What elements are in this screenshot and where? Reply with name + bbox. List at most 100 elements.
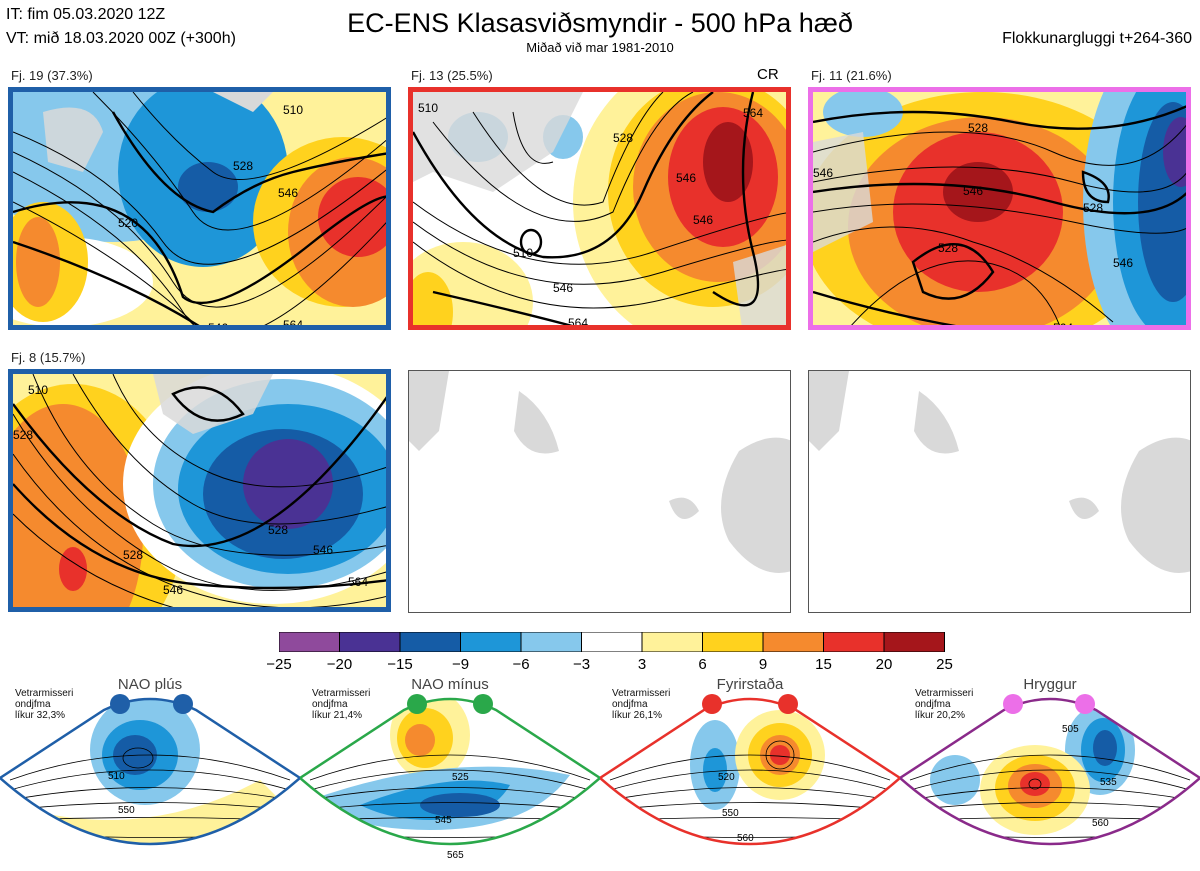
regime-marker-dot [173, 694, 193, 714]
regime-marker-dot [1075, 694, 1095, 714]
regime-stat-line: ondjfma [612, 699, 648, 710]
contour-label: 510 [108, 771, 125, 782]
page-title: EC-ENS Klasasviðsmyndir - 500 hPa hæð [347, 8, 853, 38]
contour-label: 528 [13, 428, 33, 442]
colorbar-swatch [581, 632, 643, 652]
regime-map-nao-minus: 525 545 565 [300, 694, 600, 861]
contour-label: 510 [513, 246, 533, 260]
cluster-map-3: 528 546 528 546 528 546 564 [808, 87, 1191, 330]
contour-label: 564 [283, 318, 303, 330]
contour-label: 546 [693, 213, 713, 227]
regime-stat-line: Vetrarmisseri [15, 688, 74, 699]
colorbar-tick-label: −6 [512, 656, 530, 673]
contour-label: 510 [283, 103, 303, 117]
regime-marker-dot [473, 694, 493, 714]
contour-label: 528 [233, 159, 253, 173]
contour-label: 520 [118, 216, 138, 230]
colorbar-tick-label: 20 [875, 656, 893, 673]
contour-label: 550 [722, 808, 739, 819]
regime-marker-dot [407, 694, 427, 714]
contour-label: 564 [1053, 321, 1073, 330]
regime-stat-line: ondjfma [915, 699, 951, 710]
regime-name-1: NAO plús [117, 676, 183, 693]
contour-label: 546 [208, 321, 228, 330]
contour-label: 528 [968, 121, 988, 135]
colorbar [279, 632, 945, 652]
contour-label: 546 [313, 543, 333, 557]
colorbar-tick-label: −20 [326, 656, 353, 673]
regime-stats-2: Vetrarmisseri ondjfma líkur 21,4% [312, 688, 370, 721]
regime-stat-line: líkur 20,2% [915, 710, 966, 721]
cluster-label-1: Fj. 19 (37.3%) [11, 68, 93, 83]
contour-label: 546 [278, 186, 298, 200]
regime-marker-dot [110, 694, 130, 714]
contour-label: 564 [743, 106, 763, 120]
regime-marker-dot [778, 694, 798, 714]
cluster-label-4: Fj. 8 (15.7%) [11, 350, 86, 365]
contour-label: 550 [118, 805, 135, 816]
contour-label: 560 [737, 833, 754, 844]
colorbar-swatch [339, 632, 401, 652]
contour-label: 525 [452, 772, 469, 783]
regime-name-4: Hryggur [1023, 676, 1077, 693]
colorbar-swatch [883, 632, 945, 652]
contour-label: 520 [718, 772, 735, 783]
regime-stat-line: líkur 32,3% [15, 710, 66, 721]
contour-label: 546 [1113, 256, 1133, 270]
regime-map-ridge: 505 535 560 [900, 694, 1200, 846]
contour-label: 546 [813, 166, 833, 180]
issue-time: IT: fim 05.03.2020 12Z [6, 6, 166, 23]
colorbar-tick-label: −15 [387, 656, 413, 673]
empty-map-6 [808, 370, 1191, 613]
regime-stats-1: Vetrarmisseri ondjfma líkur 32,3% [15, 688, 73, 721]
regime-map-nao-plus: 510 550 [0, 694, 300, 846]
contour-label: 565 [447, 850, 464, 861]
regime-stat-line: Vetrarmisseri [312, 688, 371, 699]
colorbar-swatch [762, 632, 824, 652]
page-subtitle: Miðað við mar 1981-2010 [526, 40, 674, 55]
empty-map-5 [408, 370, 791, 613]
contour-label: 535 [1100, 777, 1117, 788]
regime-stat-line: ondjfma [312, 699, 348, 710]
colorbar-tick-label: 3 [637, 656, 647, 673]
colorbar-tick-label: 9 [758, 656, 768, 673]
regime-marker-dot [1003, 694, 1023, 714]
contour-label: 546 [163, 583, 183, 597]
regime-stat-line: Vetrarmisseri [915, 688, 974, 699]
regime-stats-4: Vetrarmisseri ondjfma líkur 20,2% [915, 688, 973, 721]
colorbar-swatch [520, 632, 582, 652]
contour-label: 560 [1092, 818, 1109, 829]
contour-label: 545 [435, 815, 452, 826]
colorbar-swatch [399, 632, 461, 652]
regime-name-2: NAO mínus [411, 676, 489, 693]
contour-label: 528 [268, 523, 288, 537]
contour-label: 546 [676, 171, 696, 185]
contour-label: 528 [613, 131, 633, 145]
contour-label: 564 [568, 316, 588, 330]
contour-label: 546 [963, 184, 983, 198]
contour-label: 528 [123, 548, 143, 562]
colorbar-swatch [460, 632, 522, 652]
contour-label: 564 [348, 575, 368, 589]
regime-marker-dot [702, 694, 722, 714]
contour-label: 528 [1083, 201, 1103, 215]
regime-map-block: 520 550 560 [600, 694, 900, 846]
colorbar-swatch [823, 632, 885, 652]
valid-time: VT: mið 18.03.2020 00Z (+300h) [6, 30, 236, 47]
cluster-label-2: Fj. 13 (25.5%) [411, 68, 493, 83]
contour-label: 505 [1062, 724, 1079, 735]
regime-stat-line: Vetrarmisseri [612, 688, 671, 699]
colorbar-tick-label: −9 [451, 656, 470, 673]
cluster-tag-cr: CR [757, 66, 779, 83]
regime-stat-line: ondjfma [15, 699, 51, 710]
colorbar-tick-label: 15 [815, 656, 832, 673]
colorbar-tick-label: 6 [698, 656, 707, 673]
colorbar-swatch [702, 632, 764, 652]
cluster-map-4: 510 528 528 546 546 564 528 [8, 369, 391, 612]
contour-label: 546 [553, 281, 573, 295]
cluster-map-2: 510 528 546 564 510 546 564 546 [408, 87, 791, 330]
contour-label: 510 [28, 383, 48, 397]
regime-stats-3: Vetrarmisseri ondjfma líkur 26,1% [612, 688, 670, 721]
contour-label: 528 [938, 241, 958, 255]
cluster-label-3: Fj. 11 (21.6%) [811, 68, 892, 83]
